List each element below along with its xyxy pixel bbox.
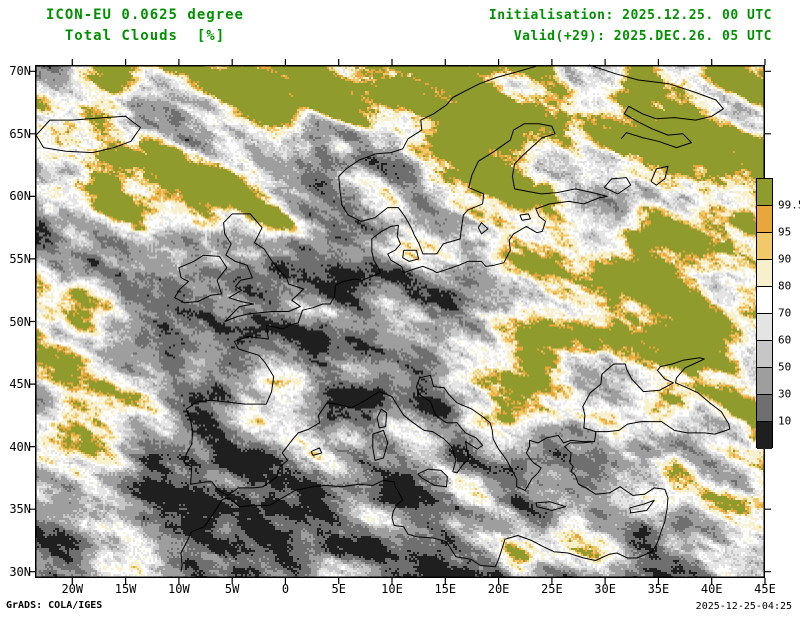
- legend-color-swatch: [757, 206, 772, 233]
- legend-tick-label: 95: [778, 225, 792, 239]
- lon-axis-label: 20W: [61, 582, 84, 596]
- legend-tick-label: 90: [778, 252, 792, 266]
- color-legend: 99.5 95 90 80 70 60 50 30 10: [756, 178, 800, 449]
- lat-axis-label: 50N: [9, 314, 31, 329]
- lon-axis-label: 45E: [754, 582, 776, 596]
- legend-tick-labels: 99.5 95 90 80 70 60 50 30 10: [778, 178, 800, 448]
- grads-credit: GrADS: COLA/IGES: [6, 600, 103, 611]
- lon-axis-label: 25E: [541, 582, 563, 596]
- legend-tick-label: 50: [778, 360, 792, 374]
- cloud-shading-raster: [35, 65, 765, 578]
- model-title: ICON-EU 0.0625 degree: [45, 7, 244, 23]
- legend-tick-label: 70: [778, 306, 792, 320]
- field-title: Total Clouds [%]: [64, 28, 226, 44]
- lat-axis-label: 55N: [9, 251, 31, 266]
- legend-color-bar: [756, 178, 773, 449]
- legend-color-swatch: [757, 287, 772, 314]
- lon-axis-label: 10E: [381, 582, 403, 596]
- lat-axis-label: 60N: [9, 189, 31, 204]
- lon-axis-label: 15E: [434, 582, 457, 596]
- lat-axis-label: 70N: [9, 64, 31, 79]
- axis-ticks: [29, 59, 771, 584]
- legend-color-swatch: [757, 260, 772, 287]
- legend-color-swatch: [757, 233, 772, 260]
- lon-axis-label: 35E: [647, 582, 670, 596]
- legend-tick-label: 60: [778, 333, 792, 347]
- legend-color-swatch: [757, 395, 772, 422]
- legend-tick-label: 30: [778, 387, 792, 401]
- legend-tick-label: 80: [778, 279, 792, 293]
- lat-axis-label: 35N: [9, 502, 31, 517]
- lat-axis-label: 65N: [9, 126, 31, 141]
- creation-timestamp: 2025-12-25-04:25: [695, 601, 792, 612]
- legend-color-swatch: [757, 179, 772, 206]
- init-time: Initialisation: 2025.12.25. 00 UTC: [488, 8, 772, 23]
- valid-time: Valid(+29): 2025.DEC.26. 05 UTC: [513, 29, 772, 44]
- map-plot-area: [29, 59, 771, 584]
- lon-axis-label: 20E: [487, 582, 510, 596]
- lon-axis-label: 40E: [700, 582, 723, 596]
- map-frame: [35, 65, 765, 578]
- lat-axis-label: 45N: [9, 377, 31, 392]
- legend-tick-label: 99.5: [778, 198, 800, 212]
- lon-axis-label: 5E: [331, 582, 346, 596]
- coastlines: [35, 64, 731, 572]
- legend-color-swatch: [757, 314, 772, 341]
- lat-axis-label: 40N: [9, 439, 31, 454]
- lon-axis-label: 30E: [594, 582, 616, 596]
- lon-axis-label: 0: [281, 582, 290, 596]
- lon-axis-label: 10W: [168, 582, 190, 596]
- legend-tick-label: 10: [778, 414, 792, 428]
- legend-color-swatch: [757, 341, 772, 368]
- lon-axis-label: 15W: [114, 582, 137, 596]
- legend-color-swatch: [757, 368, 772, 395]
- lon-axis-label: 5W: [224, 582, 240, 596]
- lat-axis-label: 30N: [9, 564, 31, 579]
- coastline-frame-overlay: [29, 59, 771, 584]
- legend-color-swatch: [757, 422, 772, 449]
